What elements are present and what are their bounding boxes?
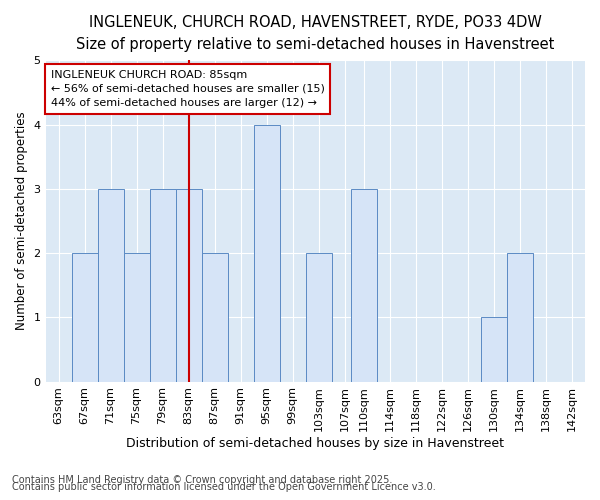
Y-axis label: Number of semi-detached properties: Number of semi-detached properties xyxy=(15,112,28,330)
Bar xyxy=(176,189,202,382)
Bar xyxy=(481,318,507,382)
Bar xyxy=(149,189,176,382)
Bar xyxy=(124,253,149,382)
Bar xyxy=(254,124,280,382)
Bar xyxy=(202,253,227,382)
Bar xyxy=(98,189,124,382)
Bar xyxy=(71,253,98,382)
Text: INGLENEUK CHURCH ROAD: 85sqm
← 56% of semi-detached houses are smaller (15)
44% : INGLENEUK CHURCH ROAD: 85sqm ← 56% of se… xyxy=(51,70,325,108)
X-axis label: Distribution of semi-detached houses by size in Havenstreet: Distribution of semi-detached houses by … xyxy=(126,437,504,450)
Text: Contains HM Land Registry data © Crown copyright and database right 2025.: Contains HM Land Registry data © Crown c… xyxy=(12,475,392,485)
Title: INGLENEUK, CHURCH ROAD, HAVENSTREET, RYDE, PO33 4DW
Size of property relative to: INGLENEUK, CHURCH ROAD, HAVENSTREET, RYD… xyxy=(76,15,554,52)
Bar xyxy=(305,253,332,382)
Bar xyxy=(507,253,533,382)
Bar xyxy=(351,189,377,382)
Text: Contains public sector information licensed under the Open Government Licence v3: Contains public sector information licen… xyxy=(12,482,436,492)
